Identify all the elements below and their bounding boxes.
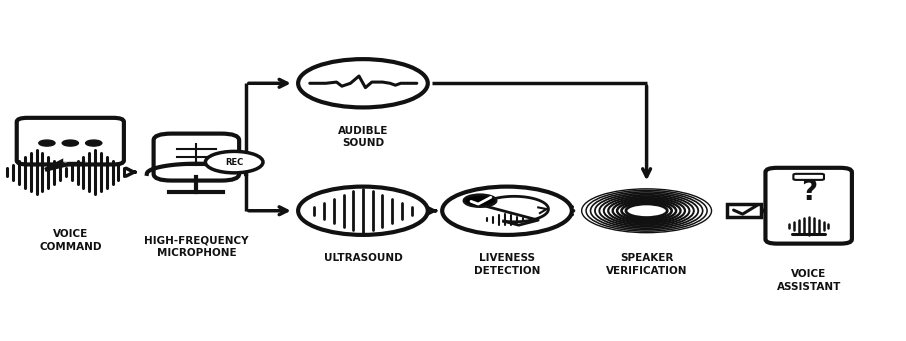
- Text: SPEAKER
VERIFICATION: SPEAKER VERIFICATION: [606, 253, 688, 276]
- FancyBboxPatch shape: [154, 134, 239, 181]
- Text: ULTRASOUND: ULTRASOUND: [323, 253, 402, 263]
- Text: REC: REC: [225, 158, 244, 167]
- FancyBboxPatch shape: [766, 168, 852, 243]
- Circle shape: [442, 187, 572, 235]
- Text: VOICE
ASSISTANT: VOICE ASSISTANT: [776, 269, 841, 292]
- Circle shape: [86, 140, 101, 146]
- Text: LIVENESS
DETECTION: LIVENESS DETECTION: [474, 253, 540, 276]
- Circle shape: [298, 187, 428, 235]
- Circle shape: [206, 151, 263, 173]
- Polygon shape: [45, 160, 86, 170]
- FancyBboxPatch shape: [794, 174, 824, 180]
- Text: ?: ?: [801, 178, 816, 206]
- FancyBboxPatch shape: [16, 118, 124, 164]
- Text: VOICE
COMMAND: VOICE COMMAND: [39, 229, 101, 252]
- Bar: [728, 204, 761, 217]
- Circle shape: [63, 140, 79, 146]
- Circle shape: [464, 195, 496, 207]
- Text: AUDIBLE
SOUND: AUDIBLE SOUND: [338, 126, 388, 148]
- Circle shape: [39, 140, 55, 146]
- Circle shape: [298, 59, 428, 107]
- Text: HIGH-FREQUENCY
MICROPHONE: HIGH-FREQUENCY MICROPHONE: [144, 236, 248, 258]
